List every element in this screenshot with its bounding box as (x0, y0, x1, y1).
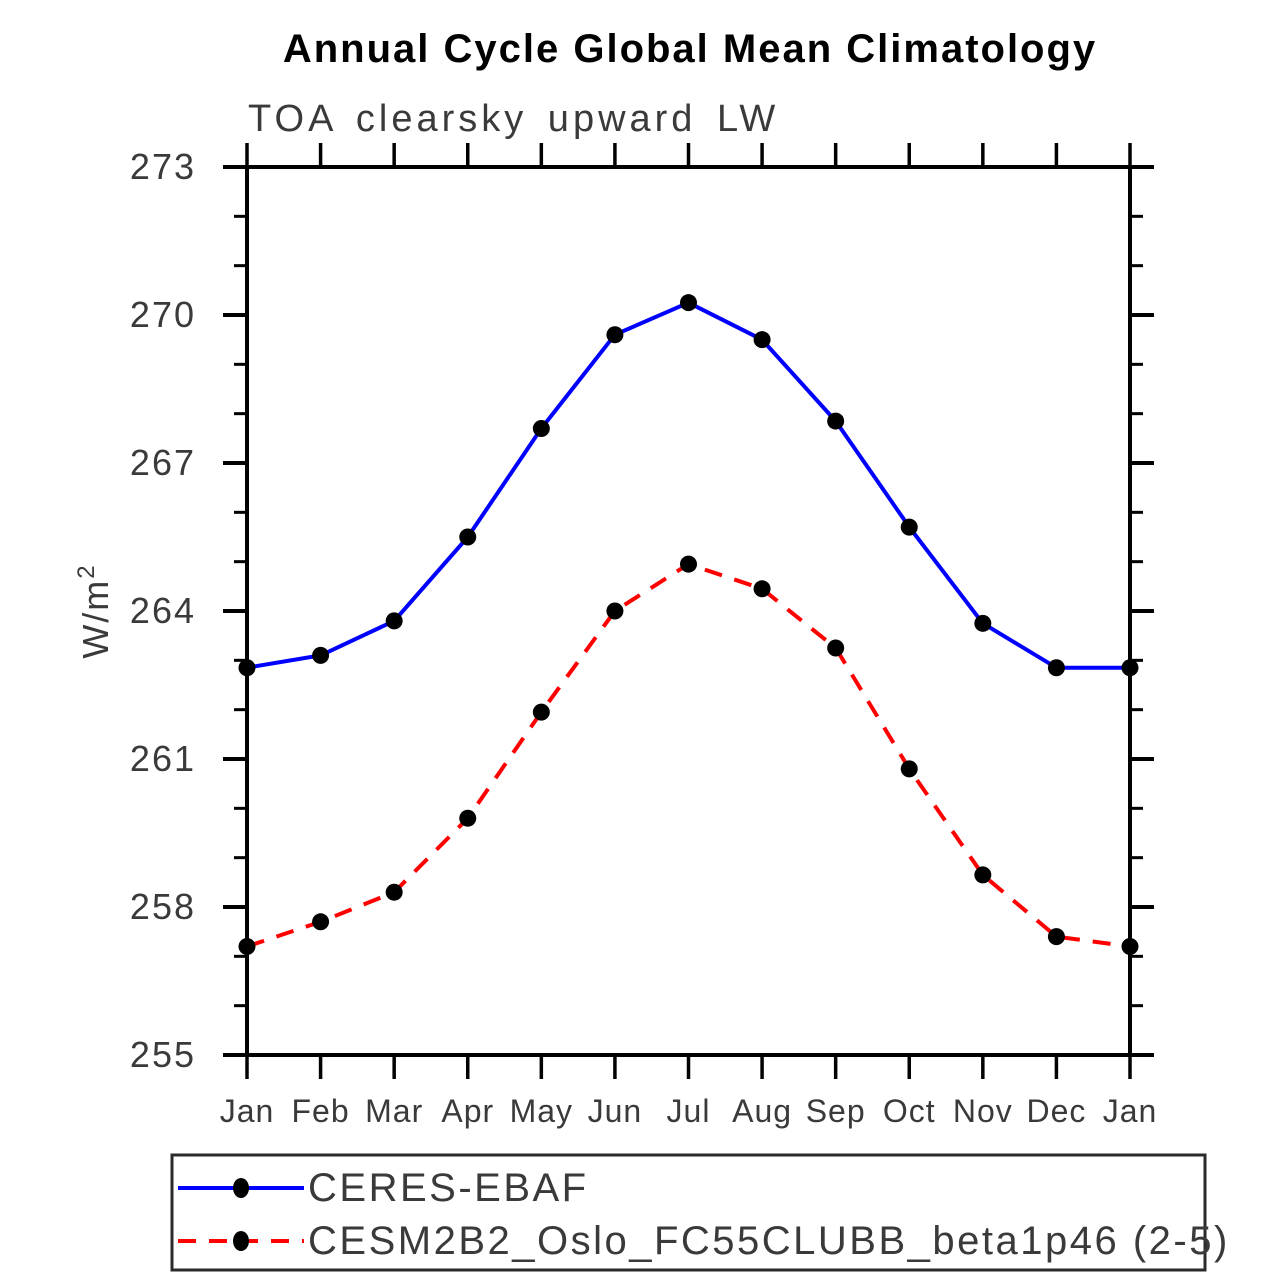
y-tick-label: 261 (130, 738, 196, 779)
legend-border (170, 1153, 1207, 1272)
data-point-marker (312, 913, 330, 931)
x-tick-label: Feb (292, 1093, 350, 1129)
x-tick-label: Nov (953, 1093, 1013, 1129)
y-axis-title-exponent: 2 (73, 563, 100, 578)
data-point-marker (753, 580, 771, 598)
data-point-marker (238, 937, 256, 955)
y-tick-label: 270 (130, 294, 196, 335)
x-tick-label: Mar (365, 1093, 423, 1129)
x-tick-label: Jan (220, 1093, 275, 1129)
data-point-marker (459, 809, 477, 827)
y-axis-title: W/m2 (73, 563, 116, 658)
data-point-marker (1047, 928, 1065, 946)
y-tick-label: 267 (130, 442, 196, 483)
data-point-marker (606, 326, 624, 344)
legend-label-cesm2b2: CESM2B2_Oslo_FC55CLUBB_beta1p46 (2-5) (308, 1219, 1230, 1263)
x-tick-label: Aug (732, 1093, 792, 1129)
data-point-marker (606, 602, 624, 620)
x-tick-label: Sep (806, 1093, 866, 1129)
data-point-marker (827, 639, 845, 657)
data-point-marker (385, 883, 403, 901)
data-point-marker (753, 331, 771, 349)
data-point-marker (680, 294, 697, 312)
data-point-marker (385, 612, 403, 630)
x-tick-label: Jul (667, 1093, 711, 1129)
data-point-marker (827, 412, 845, 430)
data-series-layer (238, 294, 1139, 955)
x-tick-label: Jun (588, 1093, 643, 1129)
plot-frame (245, 165, 1132, 1057)
legend-item-cesm2b2: CESM2B2_Oslo_FC55CLUBB_beta1p46 (2-5) (178, 1219, 1230, 1263)
data-point-marker (974, 614, 992, 632)
legend-marker-dot (233, 1178, 249, 1198)
data-point-marker (1121, 659, 1139, 677)
data-point-marker (900, 518, 918, 536)
axis-ticks-layer (223, 143, 1154, 1079)
legend-label-ceres-ebaf: CERES-EBAF (308, 1166, 589, 1210)
data-point-marker (1121, 937, 1139, 955)
y-axis-title-base: W/m (75, 579, 116, 659)
x-tick-label: May (510, 1093, 573, 1129)
axis-labels-layer: Jan Feb Mar Apr May Jun Jul Aug Sep Oct Nov Dec Jan 2… (130, 146, 1158, 1129)
data-point-marker (1047, 659, 1065, 677)
data-point-marker (459, 528, 477, 546)
data-point-marker (974, 866, 992, 884)
data-point-marker (312, 646, 330, 664)
legend-box: CERES-EBAF CESM2B2_Oslo_FC55CLUBB_beta1p… (170, 1153, 1230, 1272)
chart-title: Annual Cycle Global Mean Climatology (283, 27, 1097, 71)
data-point-marker (532, 703, 550, 721)
x-tick-label: Oct (883, 1093, 936, 1129)
x-tick-label: Dec (1026, 1093, 1086, 1129)
y-tick-label: 255 (130, 1034, 196, 1075)
chart-subtitle: TOA clearsky upward LW (248, 98, 779, 140)
y-tick-label: 258 (130, 886, 196, 927)
data-point-marker (532, 419, 550, 437)
data-point-marker (238, 659, 256, 677)
x-tick-label: Jan (1103, 1093, 1158, 1129)
x-tick-label: Apr (441, 1093, 494, 1129)
data-point-marker (680, 555, 697, 573)
legend-item-ceres-ebaf: CERES-EBAF (178, 1166, 589, 1210)
legend-marker-dot (233, 1231, 249, 1251)
data-point-marker (900, 760, 918, 778)
y-tick-label: 273 (130, 146, 196, 187)
y-tick-label: 264 (130, 590, 196, 631)
